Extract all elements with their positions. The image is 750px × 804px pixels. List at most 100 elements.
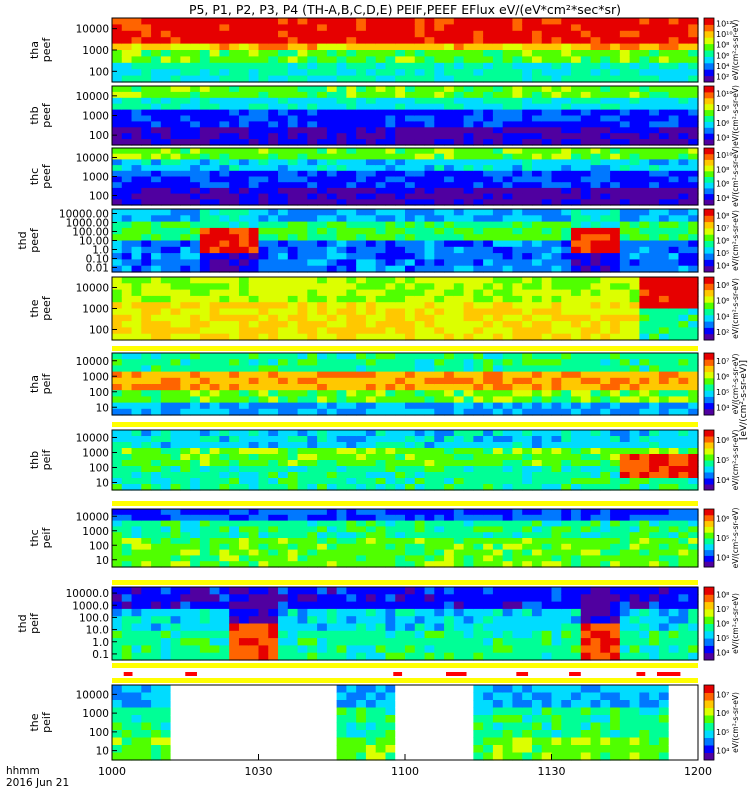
heatmap-cell [161, 436, 171, 443]
heatmap-cell [385, 148, 395, 154]
heatmap-cell [356, 544, 366, 550]
heatmap-cell [483, 526, 493, 532]
heatmap-cell [366, 234, 376, 241]
heatmap-cell [571, 259, 581, 266]
heatmap-cell [229, 177, 239, 183]
heatmap-cell [405, 472, 415, 479]
heatmap-cell [268, 555, 278, 561]
heatmap-cell [512, 182, 522, 188]
heatmap-cell [288, 430, 298, 437]
heatmap-cell [366, 550, 376, 556]
heatmap-cell [561, 478, 571, 485]
heatmap-cell [493, 259, 503, 266]
heatmap-cell [395, 454, 405, 461]
heatmap-cell [522, 56, 532, 63]
heatmap-cell [210, 509, 220, 515]
heatmap-cell [132, 154, 142, 160]
heatmap-cell [307, 327, 317, 334]
heatmap-cell [249, 171, 259, 177]
heatmap-cell [542, 448, 552, 455]
heatmap-cell [229, 538, 239, 544]
heatmap-cell [219, 234, 229, 241]
heatmap-cell [219, 390, 229, 397]
heatmap-cell [512, 442, 522, 449]
heatmap-cell [659, 315, 669, 322]
heatmap-cell [190, 148, 200, 154]
heatmap-cell [493, 56, 503, 63]
heatmap-cell [366, 478, 376, 485]
heatmap-cell [522, 353, 532, 360]
heatmap-cell [132, 98, 142, 105]
heatmap-cell [180, 171, 190, 177]
heatmap-cell [288, 365, 298, 372]
heatmap-cell [483, 460, 493, 467]
heatmap-cell [337, 228, 347, 235]
heatmap-cell [259, 390, 269, 397]
heatmap-cell [591, 24, 601, 31]
y-tick-label: 1000 [82, 304, 109, 316]
heatmap-cell [610, 37, 620, 44]
heatmap-cell [483, 538, 493, 544]
heatmap-cell [385, 521, 395, 527]
heatmap-cell [298, 309, 308, 316]
heatmap-cell [561, 228, 571, 235]
heatmap-cell [483, 247, 493, 254]
heatmap-cell [298, 436, 308, 443]
heatmap-cell [669, 478, 679, 485]
heatmap-cell [385, 384, 395, 391]
heatmap-cell [268, 253, 278, 260]
heatmap-cell [346, 24, 356, 31]
heatmap-cell [659, 154, 669, 160]
heatmap-cell [434, 555, 444, 561]
heatmap-cell [454, 544, 464, 550]
heatmap-cell [141, 321, 151, 328]
heatmap-cell [171, 127, 181, 134]
heatmap-cell [385, 290, 395, 297]
heatmap-cell [376, 154, 386, 160]
heatmap-cell [542, 290, 552, 297]
heatmap-cell [180, 194, 190, 200]
heatmap-cell [483, 133, 493, 140]
heatmap-cell [581, 478, 591, 485]
heatmap-cell [229, 92, 239, 99]
heatmap-cell [678, 86, 688, 93]
heatmap-cell [405, 110, 415, 117]
heatmap-cell [317, 69, 327, 76]
heatmap-cell [249, 247, 259, 254]
heatmap-cell [171, 309, 181, 316]
heatmap-cell [415, 442, 425, 449]
heatmap-cell [327, 50, 337, 57]
heatmap-cell [288, 538, 298, 544]
heatmap-cell [581, 430, 591, 437]
heatmap-cell [288, 550, 298, 556]
heatmap-cell [552, 532, 562, 538]
heatmap-cell [434, 378, 444, 385]
heatmap-cell [600, 521, 610, 527]
heatmap-cell [678, 171, 688, 177]
heatmap-cell [473, 31, 483, 38]
heatmap-cell [639, 532, 649, 538]
heatmap-cell [190, 110, 200, 117]
heatmap-cell [141, 478, 151, 485]
heatmap-cell [561, 63, 571, 70]
heatmap-cell [239, 56, 249, 63]
heatmap-cell [268, 460, 278, 467]
colorbar-tick-label: 10⁸ [716, 281, 729, 290]
heatmap-cell [190, 436, 200, 443]
heatmap-cell [532, 253, 542, 260]
heatmap-cell [493, 532, 503, 538]
heatmap-cell [317, 56, 327, 63]
heatmap-cell [112, 37, 122, 44]
heatmap-cell [346, 92, 356, 99]
colorbar-segment [704, 215, 714, 222]
heatmap-cell [298, 127, 308, 134]
heatmap-cell [132, 478, 142, 485]
heatmap-cell [200, 98, 210, 105]
heatmap-cell [249, 532, 259, 538]
heatmap-cell [366, 283, 376, 290]
heatmap-cell [259, 121, 269, 128]
heatmap-cell [561, 98, 571, 105]
heatmap-cell [337, 448, 347, 455]
heatmap-cell [552, 241, 562, 248]
heatmap-cell [210, 165, 220, 171]
